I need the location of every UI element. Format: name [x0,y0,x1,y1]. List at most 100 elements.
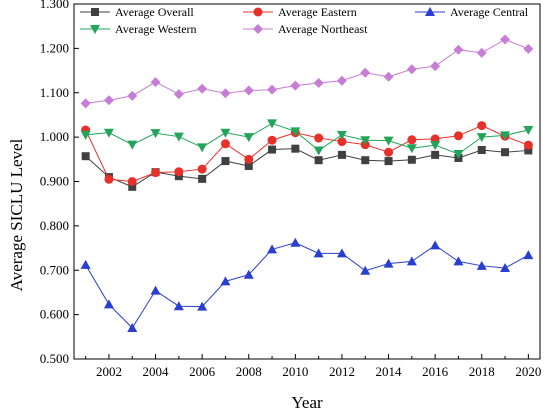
data-point [220,128,231,138]
data-point [314,133,324,143]
data-point [523,250,534,260]
x-axis-title: Year [291,393,323,412]
y-tick-label: 0.600 [40,307,69,322]
data-point [407,135,417,145]
data-point [267,244,278,254]
x-tick-label: 2016 [422,364,449,379]
data-point [430,61,441,72]
data-point [500,131,511,141]
data-point [198,174,207,183]
data-point [361,156,370,165]
y-tick-label: 0.800 [40,218,69,233]
y-tick-label: 0.500 [40,351,69,366]
data-point [384,157,393,166]
data-point [430,240,441,250]
legend-marker [90,25,100,34]
series-1 [81,121,533,186]
data-point [430,141,441,151]
data-point [127,177,137,186]
y-tick-label: 1.000 [40,129,69,144]
data-point [407,155,416,164]
data-point [290,80,301,91]
y-axis: 0.500 0.600 0.700 0.800 0.900 1.000 1.100 1.200… [40,0,79,366]
legend-item: Average Central [415,5,529,19]
legend-marker [425,7,435,16]
data-point [103,128,114,138]
data-point [336,248,347,258]
data-point [336,130,347,140]
data-point [524,146,533,155]
series-layer [80,34,534,332]
data-point [337,137,347,147]
y-tick-label: 1.200 [40,40,69,55]
data-point [313,146,324,156]
data-point [197,143,208,153]
plot-frame [73,3,541,360]
y-tick-label: 1.100 [40,85,69,100]
y-tick-label: 1.300 [40,0,69,11]
data-point [220,276,231,286]
data-point [173,132,184,142]
x-tick-label: 2020 [515,364,541,379]
data-point [360,67,371,78]
data-point [80,98,91,109]
y-tick-label: 0.700 [40,262,69,277]
data-point [150,77,161,88]
data-point [103,95,114,106]
plot-border [73,3,541,360]
data-point [104,174,114,184]
data-point [360,265,371,275]
data-point [476,47,487,58]
legend-label: Average Eastern [278,5,357,19]
legend-marker [91,8,99,16]
data-point [244,154,254,164]
y-tick-label: 0.900 [40,174,69,189]
data-point [221,157,230,166]
data-point [103,299,114,309]
data-point [453,149,464,159]
data-point [523,140,533,150]
series-line [85,122,529,155]
data-point [268,145,277,154]
data-point [501,148,510,157]
data-point [243,85,254,96]
data-point [337,150,346,159]
legend-item: Average Overall [80,5,194,19]
data-point [383,136,394,146]
data-point [431,150,440,159]
data-point [128,182,137,191]
data-point [290,127,301,137]
x-tick-label: 2004 [143,364,170,379]
data-point [360,136,371,146]
data-point [173,301,184,311]
series-0 [81,144,533,191]
data-point [220,88,231,99]
legend-item: Average Western [80,22,197,36]
data-point [453,256,464,266]
data-point [406,64,417,75]
x-axis: 2002 2004 2006 2008 2010 2012 2014 2016 2018 2020 [85,354,541,379]
data-point [80,130,91,140]
series-4 [80,34,534,109]
x-tick-label: 2008 [236,364,262,379]
data-point [500,263,511,273]
data-point [151,168,161,178]
data-point [523,43,534,54]
data-point [523,126,534,136]
data-point [127,322,138,332]
legend-label: Average Northeast [278,22,368,36]
data-point [197,83,208,94]
data-point [173,89,184,100]
data-point [383,71,394,82]
data-point [406,256,417,266]
data-point [174,167,184,177]
x-tick-label: 2002 [96,364,122,379]
x-tick-label: 2018 [469,364,495,379]
data-point [384,147,394,157]
data-point [267,119,278,129]
series-2 [80,237,534,332]
legend-label: Average Central [450,5,529,19]
data-point [477,121,487,131]
data-point [244,161,253,170]
